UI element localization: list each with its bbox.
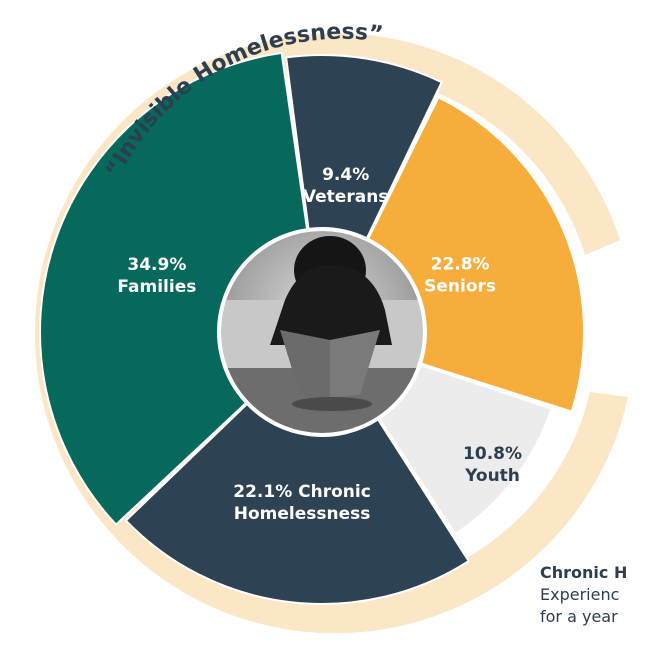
slice-label-name: Seniors — [424, 276, 496, 296]
slice-label-name: Veterans — [303, 187, 389, 207]
slice-label-seniors: 22.8% Seniors — [424, 254, 496, 296]
slice-label-name: Youth — [464, 466, 520, 486]
slice-label-value: 9.4% — [322, 165, 369, 185]
pie-slice-veterans — [285, 54, 444, 240]
center-photo-border — [219, 229, 425, 435]
slice-label-youth: 10.8% Youth — [463, 444, 522, 486]
pie-slice-homelessness — [124, 402, 471, 605]
side-note-line-1: Experienc — [540, 585, 620, 604]
side-note-title: Chronic H — [540, 563, 628, 582]
center-photo — [220, 230, 424, 434]
pie-slice-families — [39, 51, 309, 527]
pie-slices: 22.8% Seniors 10.8% Youth 22.1% Chronic Homel… — [39, 51, 585, 605]
slice-label-homelessness: 22.1% Chronic Homelessness — [233, 482, 371, 524]
slice-label-value: 10.8% — [463, 444, 522, 464]
slice-label-veterans: 9.4% Veterans — [303, 165, 389, 207]
side-note-line-2: for a year — [540, 607, 618, 626]
slice-label-name: Families — [117, 277, 196, 297]
slice-label-name: Homelessness — [234, 504, 371, 524]
side-note: Chronic H Experienc for a year — [540, 562, 654, 628]
pie-slice-youth — [377, 363, 553, 536]
slice-label-value: 22.8% — [431, 254, 490, 274]
slice-label-families: 34.9% Families — [117, 255, 196, 297]
pie-slice-seniors — [366, 95, 585, 413]
slice-label-value: 22.1% Chronic — [233, 482, 371, 502]
slice-label-value: 34.9% — [127, 255, 186, 275]
